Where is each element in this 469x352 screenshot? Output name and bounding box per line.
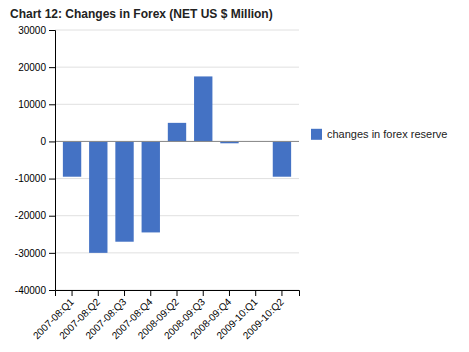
plot: -40000 -30000 -20000 -10000 0 10000 20000 30000…	[15, 25, 300, 342]
x-tick-mark	[72, 290, 73, 296]
grid-line	[55, 104, 299, 105]
x-tick-mark	[255, 290, 256, 296]
bar	[168, 123, 186, 142]
y-tick-label: 30000	[18, 25, 46, 36]
grid-line	[55, 141, 299, 142]
bar	[63, 141, 81, 176]
bar	[115, 141, 133, 241]
y-tick-label: 10000	[18, 99, 46, 110]
x-tick-mark	[203, 290, 204, 296]
y-tick-label: -30000	[15, 248, 47, 259]
y-axis-line	[49, 31, 56, 291]
x-tick-label: 2009-10:Q2	[241, 296, 286, 341]
y-tick-label: -40000	[15, 285, 47, 296]
grid-line	[55, 30, 299, 31]
x-axis-line	[56, 291, 300, 297]
bars	[63, 76, 291, 252]
y-tick-mark	[49, 141, 55, 142]
y-tick-label: 0	[40, 136, 46, 147]
bar	[89, 141, 107, 252]
x-tick-mark	[124, 290, 125, 296]
zero-line	[55, 141, 299, 142]
x-tick-mark	[229, 290, 230, 296]
y-tick: -30000	[15, 248, 55, 259]
y-axis: -40000 -30000 -20000 -10000 0 10000 20000 30000	[15, 25, 56, 296]
x-tick: 2009-10:Q2	[241, 290, 286, 341]
y-tick: 30000	[18, 25, 55, 36]
y-tick-mark	[49, 179, 55, 180]
y-tick-mark	[49, 290, 55, 291]
y-tick-mark	[49, 216, 55, 217]
y-tick-mark	[49, 104, 55, 105]
y-tick: 20000	[18, 62, 55, 73]
x-tick-mark	[150, 290, 151, 296]
title: Chart 12: Changes in Forex (NET US $ Mil…	[10, 7, 273, 21]
x-tick-mark	[177, 290, 178, 296]
legend-swatch	[311, 129, 322, 140]
y-tick: 10000	[18, 99, 55, 110]
y-tick-mark	[49, 67, 55, 68]
y-tick: 0	[40, 136, 55, 147]
x-tick-mark	[281, 290, 282, 296]
y-tick-label: -20000	[15, 210, 47, 221]
bar	[273, 141, 291, 176]
y-tick-label: -10000	[15, 173, 47, 184]
grid-line	[55, 67, 299, 68]
grid	[55, 30, 299, 290]
y-tick-label: 20000	[18, 62, 46, 73]
x-axis: 2007-08:Q12007-08:Q22007-08:Q32007-08:Q4…	[31, 290, 300, 341]
legend-item: changes in forex reserve	[311, 128, 447, 140]
bar	[194, 76, 212, 141]
y-tick: -10000	[15, 173, 55, 184]
legend-label: changes in forex reserve	[327, 128, 447, 140]
y-tick-mark	[49, 30, 55, 31]
y-tick-mark	[49, 253, 55, 254]
x-tick-mark	[98, 290, 99, 296]
y-tick: -20000	[15, 210, 55, 221]
legend: changes in forex reserve	[311, 128, 447, 140]
chart: -40000 -30000 -20000 -10000 0 10000 20000 30000…	[0, 0, 469, 352]
bar	[142, 141, 160, 232]
y-tick: -40000	[15, 285, 55, 296]
